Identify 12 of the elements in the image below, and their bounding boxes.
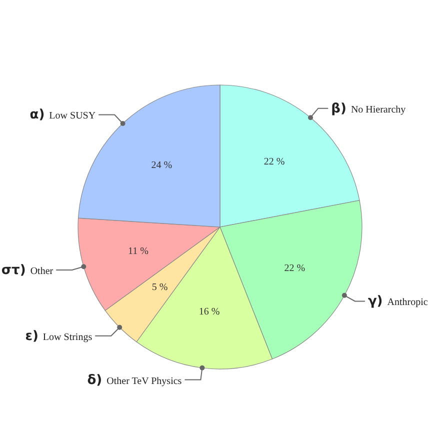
data-label: 11 % xyxy=(128,246,148,257)
slice-label: ε) Low Strings xyxy=(25,328,92,344)
data-label: 5 % xyxy=(152,282,168,294)
slice-label: δ) Other TeV Physics xyxy=(87,372,182,388)
slice-label: στ) Other xyxy=(1,262,54,278)
slice-label: α) Low SUSY xyxy=(30,108,96,123)
data-label: 24 % xyxy=(151,160,172,171)
slice-label: β) No Hierarchy xyxy=(331,101,406,116)
slice-label: γ) Anthropic xyxy=(368,294,428,310)
data-label: 22 % xyxy=(284,263,306,274)
data-label: 16 % xyxy=(198,306,220,318)
data-label: 22 % xyxy=(264,156,285,168)
